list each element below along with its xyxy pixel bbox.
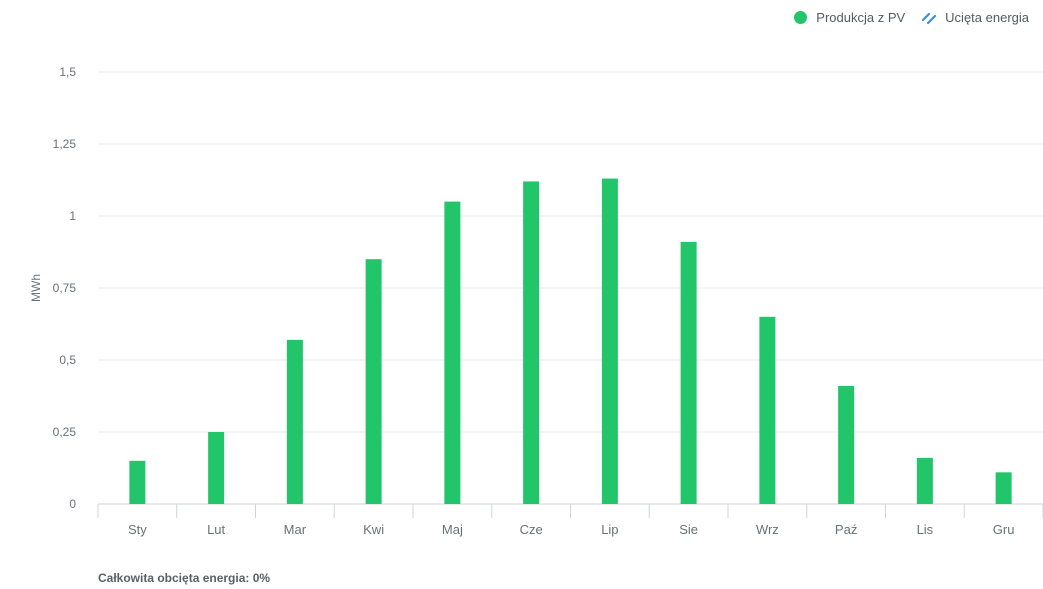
- legend-dot-icon: [794, 11, 808, 24]
- x-tick-label: Lip: [601, 522, 618, 537]
- bar-lut: [208, 432, 225, 504]
- x-tick-label: Lis: [917, 522, 934, 537]
- x-tick-label: Kwi: [363, 522, 384, 537]
- y-tick-label: 1,25: [53, 137, 77, 151]
- legend-label-pv: Produkcja z PV: [816, 10, 906, 25]
- chart-legend: Produkcja z PV Ucięta energia: [778, 10, 1029, 25]
- y-tick-label: 0: [69, 497, 76, 511]
- bar-cze: [523, 181, 540, 504]
- total-curtailed-note: Całkowita obcięta energia: 0%: [98, 571, 271, 585]
- bar-chart: 0 0,25 0,5 0,75 1 1,25 1,5 MWh Sty Lut Mar Kwi Maj Cz…: [29, 65, 1043, 537]
- x-tick-label: Cze: [520, 522, 543, 537]
- x-tick-label: Paź: [835, 522, 857, 537]
- x-tick-label: Sty: [128, 522, 147, 537]
- x-tick-label: Maj: [442, 522, 463, 537]
- y-tick-label: 0,25: [53, 425, 77, 439]
- legend-label-curtailed: Ucięta energia: [945, 10, 1029, 25]
- bar-lis: [916, 457, 933, 504]
- x-tick-label: Wrz: [756, 522, 779, 537]
- x-tick-label: Mar: [284, 522, 307, 537]
- y-tick-label: 1,5: [59, 65, 76, 79]
- bar-paź: [838, 385, 855, 504]
- bar-kwi: [365, 259, 382, 504]
- y-tick-label: 0,75: [53, 281, 77, 295]
- bar-sie: [680, 241, 697, 505]
- legend-item-pv[interactable]: Produkcja z PV: [794, 10, 905, 25]
- legend-item-curtailed[interactable]: Ucięta energia: [921, 10, 1029, 25]
- bar-wrz: [759, 316, 776, 504]
- y-tick-label: 0,5: [59, 353, 76, 367]
- bar-maj: [444, 201, 461, 504]
- bar-sty: [129, 460, 146, 504]
- x-tick-label: Gru: [993, 522, 1015, 537]
- bar-lip: [601, 178, 618, 504]
- x-tick-label: Lut: [207, 522, 225, 537]
- bar-gru: [995, 472, 1012, 504]
- hatch-icon: [922, 12, 937, 24]
- x-tick-label: Sie: [679, 522, 698, 537]
- y-tick-label: 1: [69, 209, 76, 223]
- bar-mar: [286, 339, 303, 504]
- y-axis-label: MWh: [29, 274, 43, 302]
